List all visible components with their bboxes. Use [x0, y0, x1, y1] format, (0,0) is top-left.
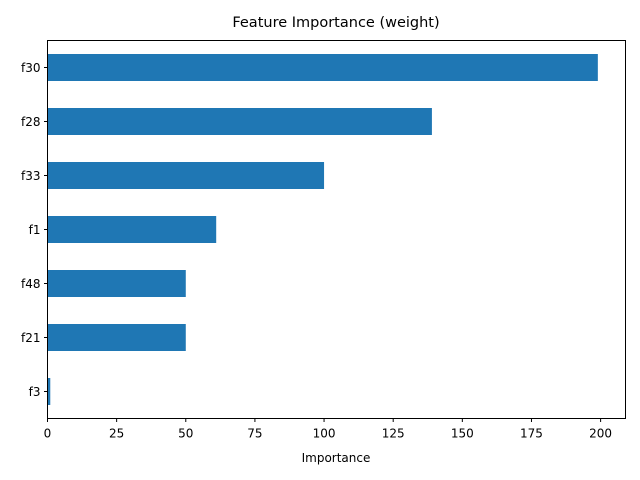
- bar-f3: [47, 378, 51, 405]
- x-tick-label: 50: [178, 427, 193, 441]
- x-tick-label: 125: [382, 427, 405, 441]
- y-axis-ticks: f30 f28 f33 f1 f48 f21 f3: [21, 61, 48, 399]
- bar-f28: [47, 108, 432, 135]
- x-axis-ticks: 0 25 50 75 100 125 150 175 200: [44, 418, 612, 441]
- x-tick-label: 75: [247, 427, 262, 441]
- bar-f30: [47, 54, 598, 81]
- y-tick-label: f30: [21, 61, 41, 75]
- x-axis-label: Importance: [302, 451, 371, 465]
- x-tick-label: 200: [589, 427, 612, 441]
- chart-title: Feature Importance (weight): [232, 15, 439, 31]
- x-tick-label: 100: [313, 427, 336, 441]
- y-tick-label: f1: [29, 223, 41, 237]
- x-tick-label: 0: [44, 427, 52, 441]
- y-tick-label: f21: [21, 331, 41, 345]
- y-tick-label: f3: [29, 385, 41, 399]
- x-tick-label: 175: [520, 427, 543, 441]
- bar-f21: [47, 324, 186, 351]
- bar-f33: [47, 162, 325, 189]
- bar-f1: [47, 216, 217, 243]
- bar-f48: [47, 270, 186, 297]
- y-tick-label: f33: [21, 169, 41, 183]
- bars-group: [47, 54, 598, 405]
- x-tick-label: 25: [109, 427, 124, 441]
- y-tick-label: f28: [21, 115, 41, 129]
- y-tick-label: f48: [21, 277, 41, 291]
- x-tick-label: 150: [451, 427, 474, 441]
